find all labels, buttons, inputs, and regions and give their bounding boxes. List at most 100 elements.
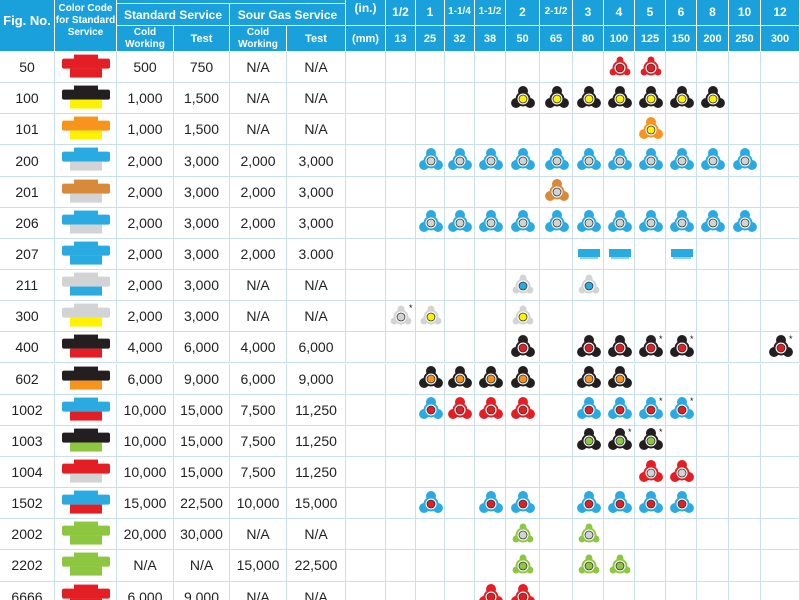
size-cell (386, 238, 416, 271)
wing-nut-icon (669, 490, 694, 513)
wing-nut-icon (418, 210, 443, 233)
std-test-value: 9,000 (174, 581, 230, 600)
footnote-star: * (659, 334, 663, 344)
size-cell (475, 238, 506, 271)
size-cell (540, 52, 573, 84)
size-cell (635, 145, 666, 177)
sour-test-value: N/A (287, 581, 346, 600)
size-cell (573, 488, 604, 520)
size-cell (386, 114, 416, 146)
footnote-star: * (690, 334, 694, 344)
color-code-cell (55, 519, 117, 551)
header-size-in: 1-1/2 (475, 0, 506, 26)
size-cell (475, 270, 506, 302)
size-cell (445, 270, 475, 302)
wing-nut-icon (511, 584, 535, 600)
size-cell (386, 332, 416, 364)
sour-cold-working-value: 7,500 (230, 394, 287, 426)
size-spacer-cell (346, 114, 386, 146)
swatch-band-bottom (70, 442, 102, 452)
std-test-value: 3,000 (174, 207, 230, 239)
std-cold-working-value: 10,000 (117, 394, 174, 426)
sour-test-value: 11,250 (287, 425, 346, 457)
wing-nut-icon (478, 210, 503, 233)
color-code-cell (55, 270, 117, 302)
size-cell (666, 363, 697, 395)
std-cold-working-value: 2,000 (117, 176, 174, 208)
size-cell (416, 550, 445, 582)
std-cold-working-value: 1,000 (117, 83, 174, 115)
size-cell (666, 581, 697, 600)
size-spacer-cell (346, 363, 386, 395)
footnote-star: * (659, 396, 663, 406)
wing-nut-icon (511, 210, 535, 233)
wing-nut-icon (511, 334, 535, 357)
header-size-in: 10 (729, 0, 761, 26)
size-cell (761, 581, 800, 600)
size-cell (416, 83, 445, 115)
size-cell (729, 425, 761, 457)
std-cold-working-value: 10,000 (117, 456, 174, 489)
wing-nut-icon (576, 148, 601, 171)
sour-test-value: 22,500 (287, 550, 346, 582)
std-cold-working-value: 2,000 (117, 207, 174, 239)
wing-nut-icon (669, 459, 694, 482)
size-cell (635, 519, 666, 551)
swatch-band-top (62, 588, 110, 599)
size-cell (666, 52, 697, 84)
wing-nut-icon: * (638, 334, 663, 357)
std-test-value: 30,000 (174, 519, 230, 551)
sour-cold-working-value: N/A (230, 270, 287, 302)
color-code-swatch (62, 459, 110, 483)
color-code-cell (55, 145, 117, 177)
color-code-cell (55, 363, 117, 395)
wing-nut-icon (511, 490, 535, 513)
color-code-swatch (62, 521, 110, 545)
color-code-cell (55, 332, 117, 364)
wing-nut-icon (544, 85, 569, 108)
size-cell (666, 145, 697, 177)
header-size-mm: 25 (416, 26, 445, 52)
size-cell (386, 145, 416, 177)
sour-test-value: N/A (287, 52, 346, 84)
wing-nut-icon (638, 210, 663, 233)
std-cold-working-value: 15,000 (117, 488, 174, 520)
size-cell (416, 238, 445, 271)
size-cell (761, 301, 800, 333)
sour-cold-working-value: N/A (230, 114, 287, 146)
swatch-tab (74, 116, 98, 123)
wing-nut-icon (418, 490, 443, 513)
sour-test-value: 15,000 (287, 488, 346, 520)
header-sour-cold-working: Cold Working (230, 26, 287, 52)
sour-cold-working-value: 2,000 (230, 176, 287, 208)
size-cell (729, 207, 761, 239)
wing-nut-icon (576, 210, 601, 233)
swatch-tab (74, 85, 98, 92)
color-code-swatch (62, 303, 110, 327)
size-cell (386, 550, 416, 582)
size-cell (697, 363, 729, 395)
header-fig-no: Fig. No. (0, 0, 55, 52)
size-cell (697, 425, 729, 457)
size-spacer-cell (346, 176, 386, 208)
color-code-cell (55, 488, 117, 520)
wing-nut-icon: * (669, 334, 694, 357)
wing-nut-icon (701, 210, 725, 233)
size-cell (416, 332, 445, 364)
size-cell (475, 456, 506, 489)
size-cell (666, 488, 697, 520)
std-cold-working-value: 2,000 (117, 238, 174, 271)
wing-nut-icon (733, 148, 757, 171)
size-cell (666, 301, 697, 333)
header-size-in: 4 (604, 0, 635, 26)
size-cell (697, 52, 729, 84)
size-cell (729, 83, 761, 115)
size-cell (697, 301, 729, 333)
size-cell (729, 114, 761, 146)
size-cell (540, 83, 573, 115)
size-cell (729, 456, 761, 489)
fig-number: 200 (0, 145, 55, 177)
wing-nut-icon (638, 148, 663, 171)
swatch-band-bottom (70, 162, 102, 172)
swatch-band-top (62, 276, 110, 287)
